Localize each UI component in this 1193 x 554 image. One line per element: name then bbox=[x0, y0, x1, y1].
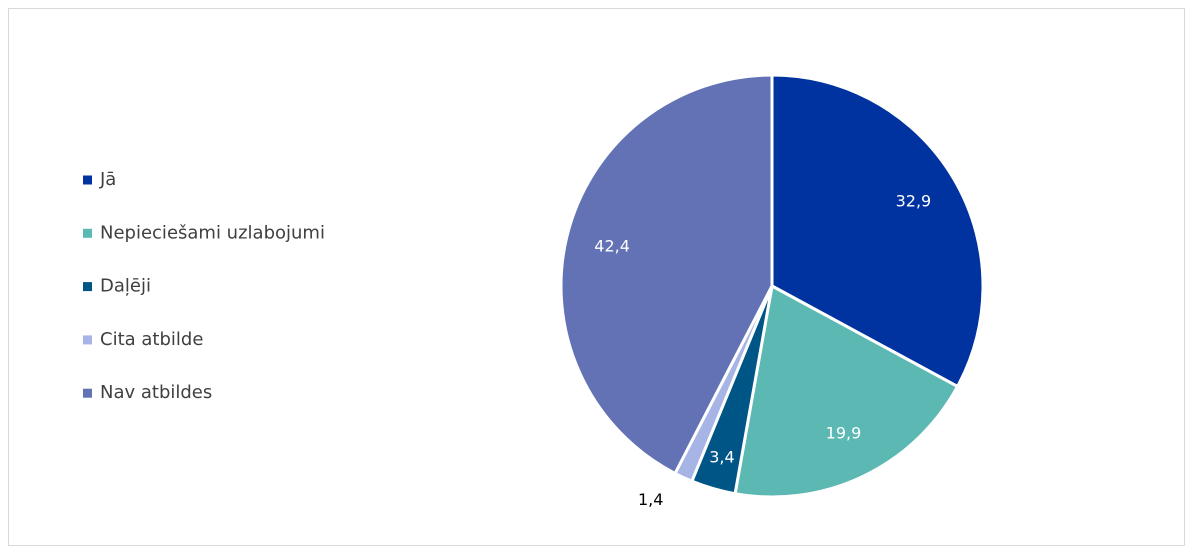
legend-label: Daļēji bbox=[100, 276, 151, 297]
legend-label: Cita atbilde bbox=[100, 329, 203, 350]
legend-label: Nav atbildes bbox=[100, 382, 212, 403]
pie-slice bbox=[733, 283, 960, 499]
legend-swatch bbox=[83, 388, 92, 398]
legend-swatch bbox=[83, 282, 92, 292]
pie-slice bbox=[770, 73, 985, 389]
data-label: 32,9 bbox=[896, 191, 932, 210]
legend-swatch bbox=[83, 335, 92, 345]
legend-label: Jā bbox=[99, 169, 116, 190]
data-label: 19,9 bbox=[826, 424, 862, 443]
data-label: 42,4 bbox=[594, 237, 630, 256]
pie-slice bbox=[559, 73, 774, 476]
legend-swatch bbox=[83, 175, 92, 185]
data-label: 3,4 bbox=[709, 448, 734, 467]
legend-swatch bbox=[83, 228, 92, 238]
data-label: 1,4 bbox=[638, 490, 663, 509]
legend-label: Nepieciešami uzlabojumi bbox=[100, 222, 325, 243]
